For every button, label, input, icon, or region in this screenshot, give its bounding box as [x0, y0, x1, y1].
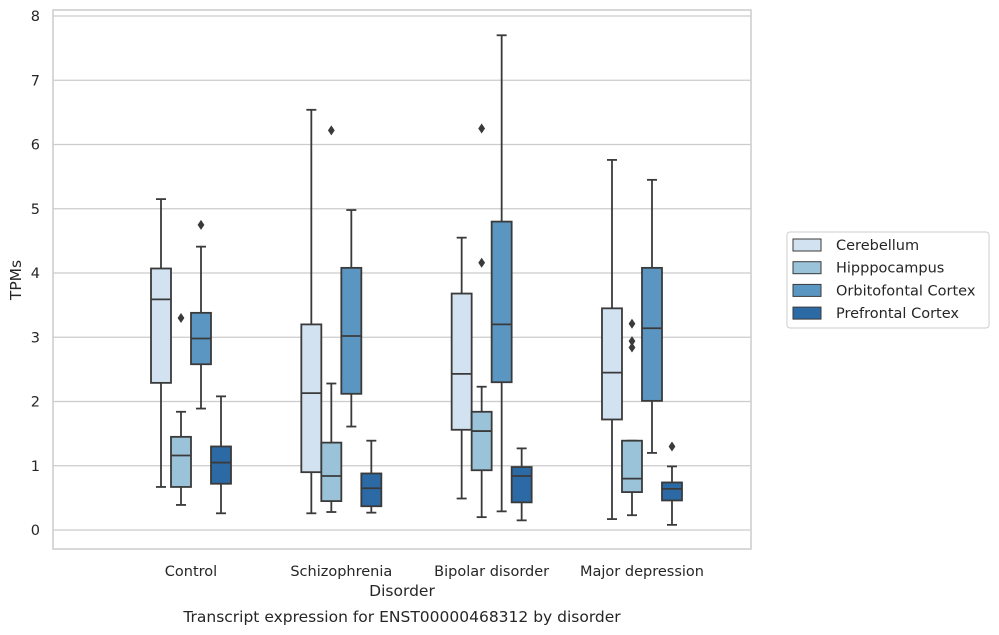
y-tick-label: 4 — [31, 266, 40, 282]
legend-label: Prefrontal Cortex — [836, 306, 959, 322]
y-tick-label: 1 — [31, 459, 40, 475]
box-3-2 — [641, 178, 663, 454]
outlier-point — [478, 123, 486, 134]
y-tick-label: 2 — [31, 395, 40, 411]
y-tick-label: 8 — [31, 9, 40, 25]
outlier-point — [177, 312, 185, 323]
legend: Cerebellum Hipppocampus Orbitofontal Corte… — [786, 231, 990, 329]
box-iqr — [661, 481, 683, 502]
outlier-point — [478, 257, 486, 268]
box-1-0 — [300, 108, 323, 515]
box-iqr — [300, 323, 323, 474]
chart-title: Transcript expression for ENST0000046831… — [182, 608, 621, 626]
box-iqr — [170, 435, 192, 488]
y-tick-label: 7 — [31, 73, 40, 89]
box-2-0 — [450, 236, 473, 500]
box-0-1 — [170, 312, 192, 506]
legend-swatch — [792, 306, 822, 320]
legend-swatch — [792, 238, 822, 252]
box-iqr — [450, 292, 473, 431]
box-0-3 — [210, 395, 232, 515]
box-iqr — [340, 266, 363, 395]
legend-item: Prefrontal Cortex — [792, 306, 959, 322]
y-tick-label: 6 — [31, 138, 40, 154]
x-tick-label: Schizophrenia — [290, 564, 392, 580]
box-iqr — [601, 307, 623, 421]
box-3-1 — [621, 318, 643, 517]
box-1-3 — [360, 439, 383, 514]
box-iqr — [490, 220, 513, 384]
x-tick-label: Major depression — [580, 564, 704, 580]
box-0-0 — [150, 198, 172, 488]
legend-item: Cerebellum — [792, 238, 919, 254]
box-iqr — [641, 266, 663, 402]
box-iqr — [210, 445, 232, 485]
box-2-1 — [470, 123, 493, 519]
y-tick-label: 5 — [31, 202, 40, 218]
y-tick-labels: 0 1 2 3 4 5 6 7 8 — [31, 9, 40, 539]
box-1-2 — [340, 209, 363, 428]
outlier-point — [628, 342, 636, 353]
outlier-point — [327, 125, 335, 136]
legend-label: Hipppocampus — [836, 261, 944, 277]
plot-area-frame — [52, 9, 752, 550]
box-iqr — [621, 439, 643, 493]
box-3-3 — [661, 441, 683, 526]
outlier-point — [197, 219, 205, 230]
box-2-2 — [490, 34, 513, 513]
box-iqr — [150, 267, 172, 384]
outlier-point — [628, 336, 636, 347]
legend-swatch — [792, 261, 822, 275]
box-iqr — [320, 441, 343, 502]
x-tick-label: Control — [165, 564, 217, 580]
legend-label: Orbitofontal Cortex — [836, 283, 976, 299]
box-1-1 — [320, 125, 343, 513]
box-3-0 — [601, 159, 623, 520]
y-axis-title: TPMs — [7, 260, 25, 301]
box-iqr — [360, 472, 383, 508]
legend-frame — [786, 231, 990, 329]
box-iqr — [510, 466, 533, 504]
box-0-2 — [190, 219, 212, 410]
legend-label: Cerebellum — [836, 238, 919, 254]
x-axis-title: Disorder — [369, 582, 435, 600]
box-plot-series — [150, 34, 683, 526]
legend-item: Orbitofontal Cortex — [792, 283, 976, 299]
outlier-point — [668, 441, 676, 452]
y-tick-label: 0 — [31, 523, 40, 539]
box-2-3 — [510, 447, 533, 522]
y-tick-label: 3 — [31, 330, 40, 346]
x-tick-label: Bipolar disorder — [434, 564, 549, 580]
legend-swatch — [792, 283, 822, 297]
box-iqr — [470, 410, 493, 472]
legend-item: Hipppocampus — [792, 261, 944, 277]
x-tick-labels: Control Schizophrenia Bipolar disorder Majo… — [165, 564, 704, 580]
outlier-point — [628, 318, 636, 329]
